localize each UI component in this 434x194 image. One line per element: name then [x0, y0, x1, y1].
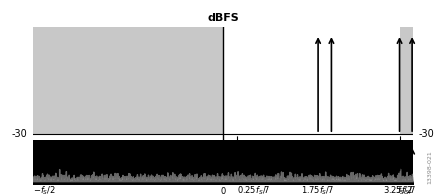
Text: $3.25f_S/7$: $3.25f_S/7$: [382, 185, 415, 194]
Text: 13398-021: 13398-021: [427, 151, 432, 184]
Text: $1.75f_S/7$: $1.75f_S/7$: [301, 185, 334, 194]
Text: $0.25f_S/7$: $0.25f_S/7$: [236, 185, 269, 194]
Bar: [399, 27, 412, 134]
Bar: [33, 27, 223, 134]
Text: -30: -30: [418, 129, 434, 139]
Text: $-f_S/2$: $-f_S/2$: [33, 185, 56, 194]
Text: $0$: $0$: [219, 185, 226, 194]
Text: $f_S/2$: $f_S/2$: [396, 185, 412, 194]
Text: dBFS: dBFS: [207, 13, 238, 23]
Text: -30: -30: [11, 129, 27, 139]
